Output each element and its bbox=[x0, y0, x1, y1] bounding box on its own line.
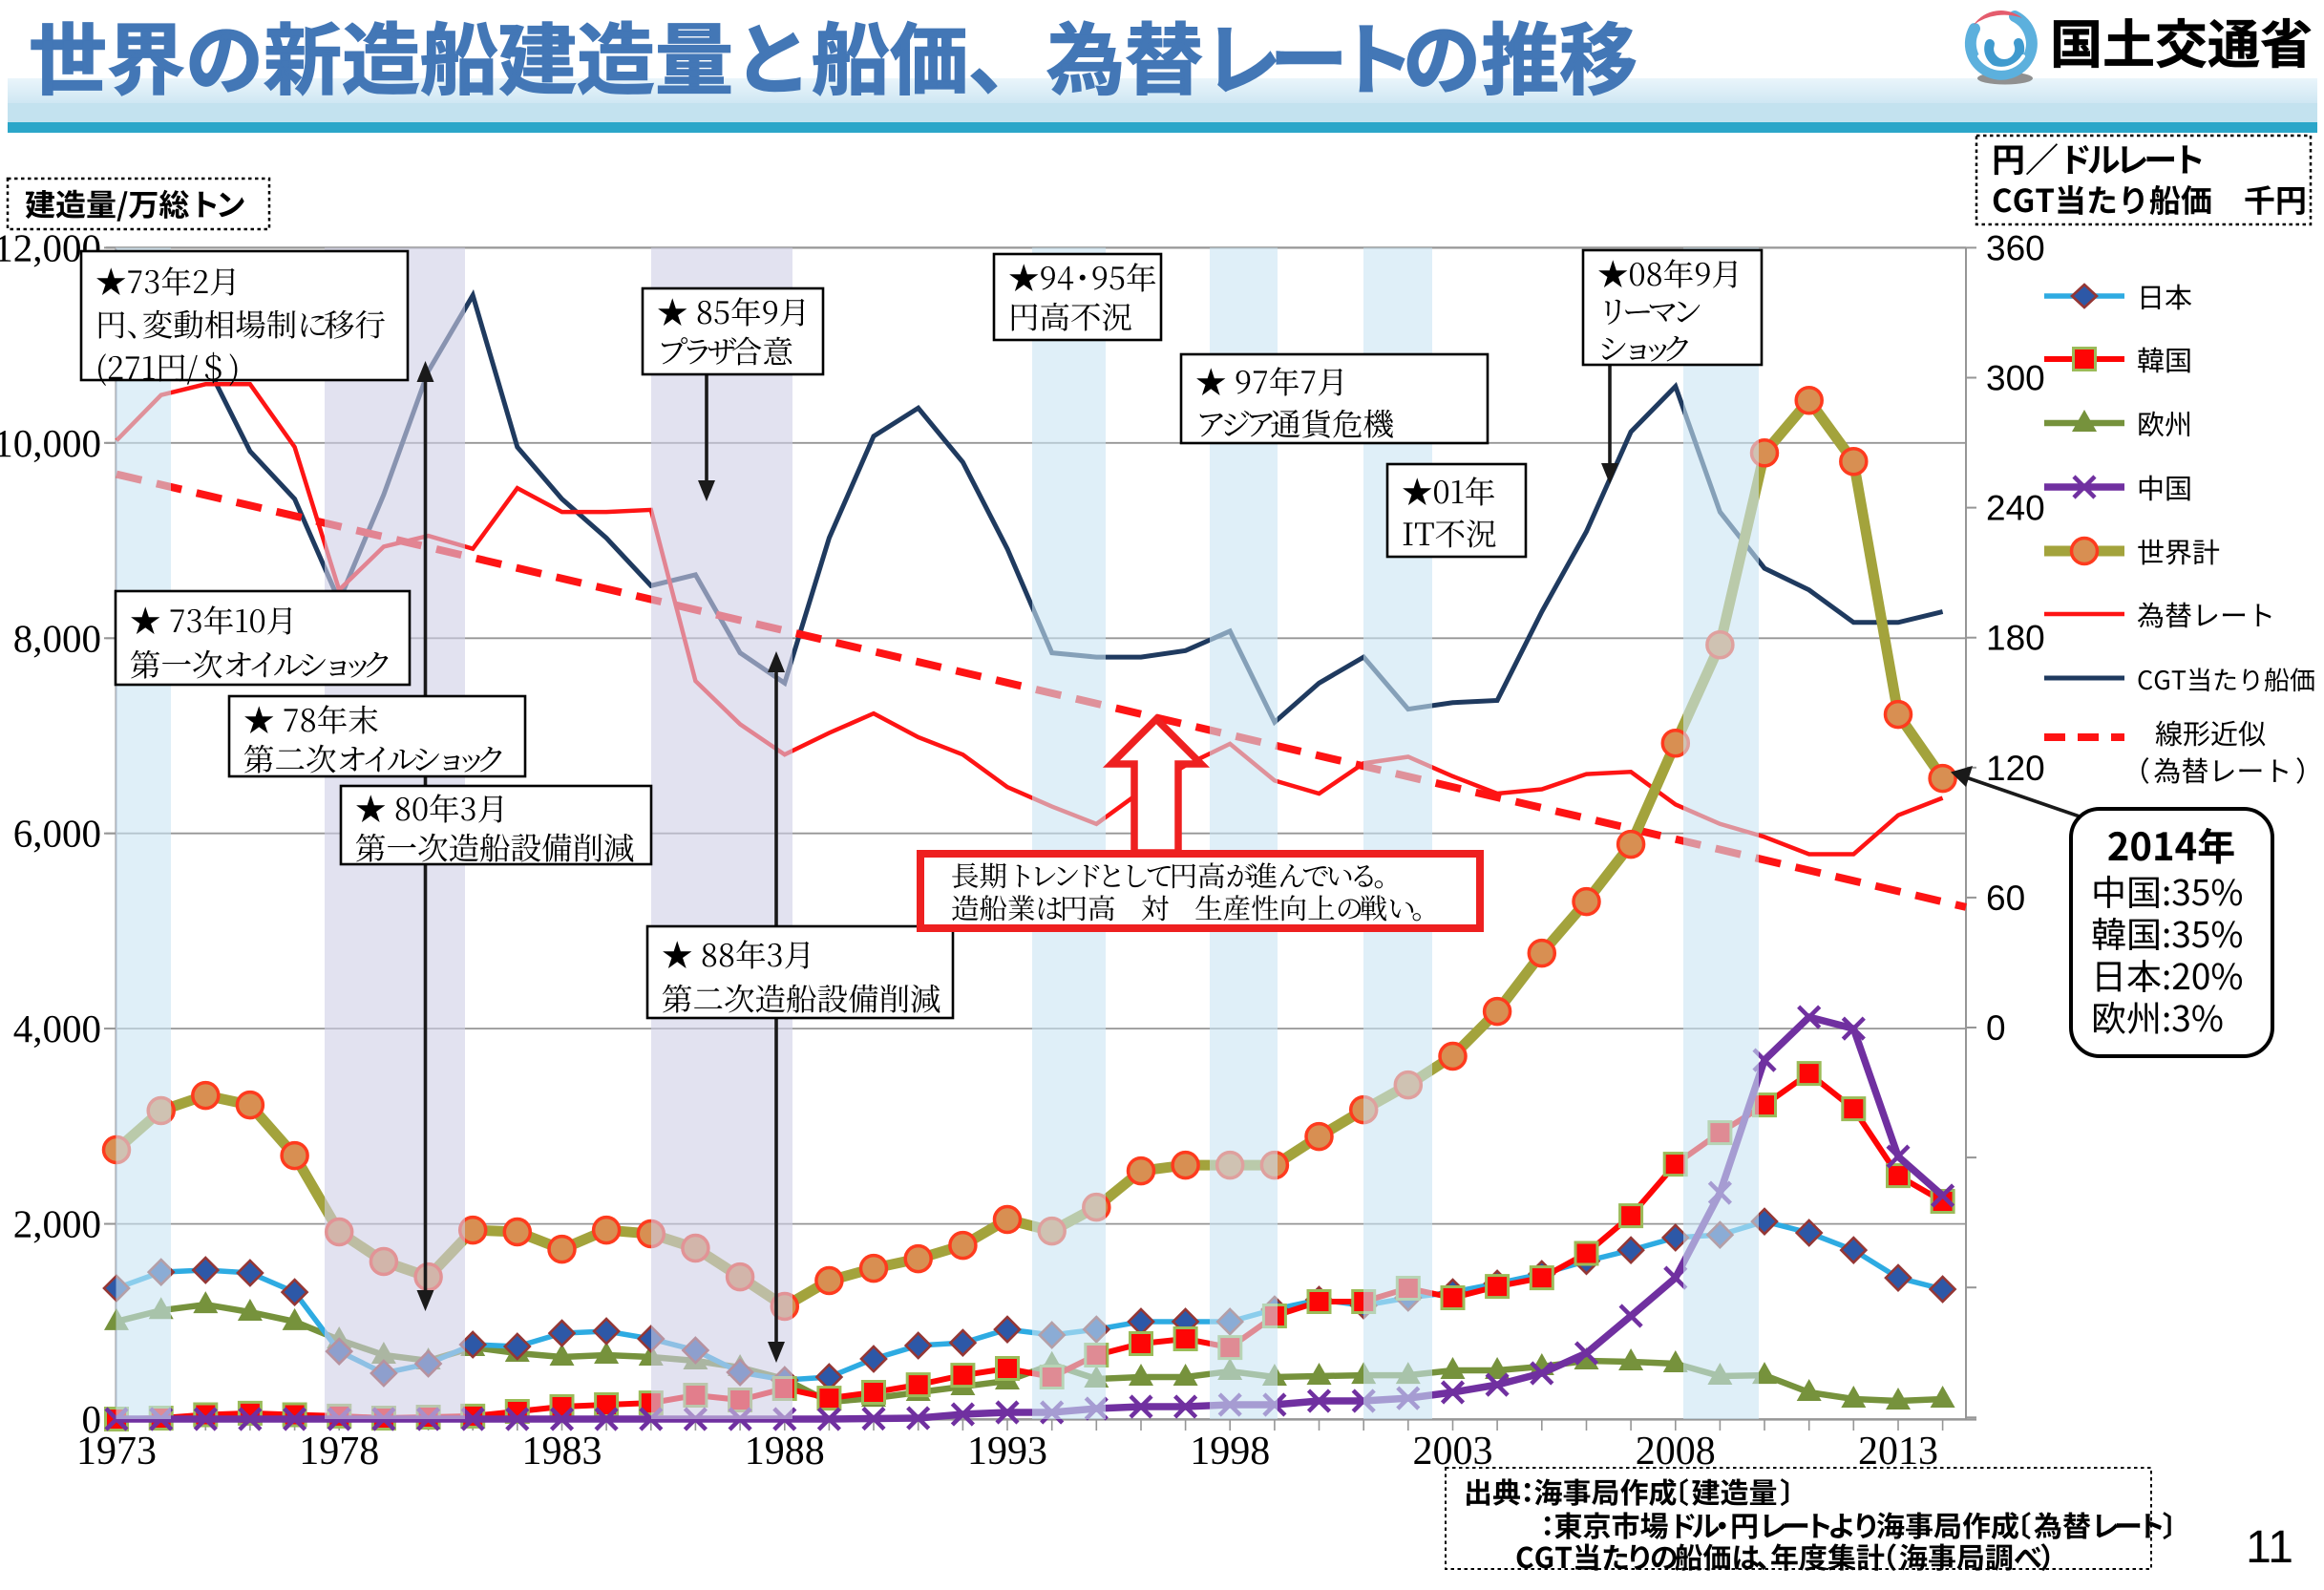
svg-text:1978: 1978 bbox=[299, 1430, 379, 1473]
svg-text:1983: 1983 bbox=[522, 1430, 602, 1473]
svg-text:4,000: 4,000 bbox=[13, 1007, 101, 1050]
svg-text:11: 11 bbox=[2246, 1522, 2293, 1573]
svg-text:0: 0 bbox=[1986, 1008, 2006, 1048]
svg-text:300: 300 bbox=[1986, 359, 2045, 398]
svg-text:360: 360 bbox=[1986, 228, 2045, 267]
svg-text:60: 60 bbox=[1986, 879, 2025, 918]
svg-text:180: 180 bbox=[1986, 619, 2045, 658]
svg-text:240: 240 bbox=[1986, 489, 2045, 528]
svg-text:1973: 1973 bbox=[76, 1430, 157, 1473]
svg-text:8,000: 8,000 bbox=[13, 616, 101, 660]
svg-text:6,000: 6,000 bbox=[13, 812, 101, 856]
svg-text:2003: 2003 bbox=[1413, 1430, 1493, 1473]
svg-text:2,000: 2,000 bbox=[13, 1202, 101, 1246]
svg-text:1993: 1993 bbox=[967, 1430, 1047, 1473]
svg-text:2008: 2008 bbox=[1636, 1430, 1716, 1473]
svg-text:10,000: 10,000 bbox=[0, 421, 101, 465]
svg-text:2013: 2013 bbox=[1858, 1430, 1938, 1473]
svg-text:1998: 1998 bbox=[1190, 1430, 1270, 1473]
svg-text:0: 0 bbox=[82, 1397, 102, 1441]
svg-text:1988: 1988 bbox=[745, 1430, 825, 1473]
svg-text:120: 120 bbox=[1986, 749, 2045, 788]
